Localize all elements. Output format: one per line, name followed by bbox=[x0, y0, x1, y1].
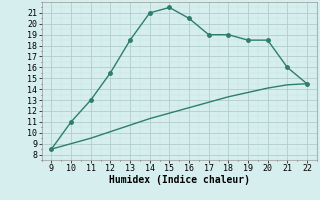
X-axis label: Humidex (Indice chaleur): Humidex (Indice chaleur) bbox=[109, 175, 250, 185]
